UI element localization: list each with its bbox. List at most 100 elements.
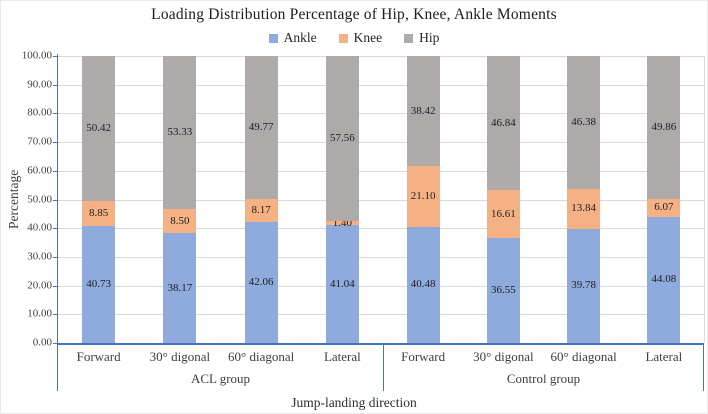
x-group-label: Control group xyxy=(506,371,581,386)
data-label: 53.33 xyxy=(167,126,193,139)
legend-item: Knee xyxy=(338,30,383,46)
y-axis-line xyxy=(56,54,58,391)
y-axis-tick-mark xyxy=(53,199,58,201)
y-axis-tick-label: 90.00 xyxy=(27,78,52,91)
y-axis-tick-mark xyxy=(53,343,58,344)
bar-segment-ankle: 38.17 xyxy=(163,233,197,343)
y-axis-tick-label: 50.00 xyxy=(27,193,52,205)
x-axis-title: Jump-landing direction xyxy=(291,395,417,410)
gridline xyxy=(58,142,704,144)
bar-segment-hip: 50.42 xyxy=(82,56,116,201)
data-label: 42.06 xyxy=(248,276,274,289)
gridline xyxy=(58,314,704,316)
y-axis-tick-label: 0.00 xyxy=(32,336,52,349)
data-label: 57.56 xyxy=(330,132,355,145)
bar-segment-knee: 16.61 xyxy=(486,190,520,239)
y-axis-tick-mark xyxy=(53,170,58,172)
data-label: 50.42 xyxy=(86,121,111,134)
gridline xyxy=(58,113,704,115)
data-label: 44.08 xyxy=(651,273,677,286)
y-axis-tick-label: 10.00 xyxy=(27,307,52,320)
bar-segment-ankle: 41.04 xyxy=(325,225,359,343)
y-axis-tick-label: 80.00 xyxy=(27,106,52,119)
data-label: 46.84 xyxy=(491,116,516,129)
bar-segment-ankle: 44.08 xyxy=(647,216,681,343)
y-axis-tick-label: 100.00 xyxy=(21,49,52,62)
gridline xyxy=(58,56,704,57)
y-axis-tick-mark xyxy=(53,314,58,316)
x-category-label: 30° digonal xyxy=(149,349,211,364)
y-axis-tick-mark xyxy=(53,256,58,258)
label-area-right-border xyxy=(703,344,704,391)
group-divider-line xyxy=(383,344,384,391)
bar-segment-ankle: 39.78 xyxy=(567,228,601,343)
x-category-label: 60° diagonal xyxy=(228,349,295,364)
legend-label: Ankle xyxy=(283,30,317,45)
data-label: 6.07 xyxy=(654,201,674,214)
bar-segment-knee: 6.07 xyxy=(647,199,681,217)
bar-segment-hip: 38.42 xyxy=(406,56,440,167)
data-label: 21.10 xyxy=(410,190,436,203)
legend-label: Knee xyxy=(353,30,383,45)
data-label: 1.40 xyxy=(332,216,352,229)
bar-segment-knee: 8.50 xyxy=(163,209,197,234)
bar-segment-ankle: 36.55 xyxy=(486,238,520,343)
y-axis-tick-mark xyxy=(53,56,58,57)
data-label: 13.84 xyxy=(571,202,596,215)
bar-segment-hip: 57.56 xyxy=(325,56,359,222)
data-label: 41.04 xyxy=(330,277,355,290)
data-label: 36.55 xyxy=(491,284,516,297)
legend-swatch-ankle xyxy=(268,33,278,43)
data-label: 46.38 xyxy=(571,116,596,129)
x-category-label: Forward xyxy=(401,349,446,364)
x-category-label: Lateral xyxy=(323,349,361,364)
chart-legend: Ankle Knee Hip xyxy=(1,30,707,46)
gridline xyxy=(58,84,704,86)
data-label: 49.77 xyxy=(248,120,274,133)
data-label: 40.73 xyxy=(86,278,111,291)
data-label: 39.78 xyxy=(571,279,596,292)
y-axis-tick-label: 60.00 xyxy=(27,164,52,177)
bar-segment-knee: 8.85 xyxy=(82,200,116,227)
gridline xyxy=(58,199,704,201)
legend-label: Hip xyxy=(419,30,440,45)
bar-segment-hip: 46.38 xyxy=(567,56,601,190)
y-axis-tick-label: 70.00 xyxy=(27,135,52,148)
y-axis-tick-mark xyxy=(53,142,58,144)
legend-item: Ankle xyxy=(268,30,317,46)
y-axis-tick-label: 20.00 xyxy=(27,279,52,292)
x-category-label: Forward xyxy=(76,349,121,364)
y-axis-tick-mark xyxy=(53,228,58,230)
chart-title: Loading Distribution Percentage of Hip, … xyxy=(151,6,557,23)
data-label: 38.42 xyxy=(410,104,436,117)
legend-item: Hip xyxy=(404,30,439,46)
data-label: 16.61 xyxy=(491,207,516,220)
y-axis-tick-mark xyxy=(53,113,58,115)
bar-segment-knee: 13.84 xyxy=(567,189,601,229)
gridline xyxy=(58,228,704,230)
bar-segment-hip: 49.86 xyxy=(647,55,681,200)
x-axis-line xyxy=(57,343,704,345)
data-label: 38.17 xyxy=(167,281,193,294)
legend-swatch-hip xyxy=(404,33,414,43)
bar-segment-ankle: 40.73 xyxy=(82,226,116,343)
data-label: 49.86 xyxy=(651,121,677,134)
plot-area: 40.73 8.85 50.42 38.17 8.50 53.33 42.06 8.17 49.… xyxy=(58,55,705,343)
x-category-label: 60° diagonal xyxy=(550,349,617,364)
bar-segment-ankle: 40.48 xyxy=(406,226,440,343)
y-axis-tick-mark xyxy=(53,84,58,86)
x-category-label: 30° digonal xyxy=(473,349,534,364)
bar-segment-knee: 1.40 xyxy=(325,217,359,228)
data-label: 40.48 xyxy=(410,278,436,291)
x-group-label: ACL group xyxy=(190,371,251,386)
y-axis-tick-mark xyxy=(53,285,58,287)
y-axis-tick-label: 40.00 xyxy=(27,221,52,234)
bar-segment-hip: 46.84 xyxy=(486,56,520,191)
data-label: 8.17 xyxy=(251,204,271,217)
bar-segment-ankle: 42.06 xyxy=(244,222,278,343)
data-label: 8.85 xyxy=(89,206,109,219)
bar-segment-knee: 21.10 xyxy=(406,166,440,227)
gridline xyxy=(58,256,704,258)
legend-swatch-knee xyxy=(338,33,348,43)
